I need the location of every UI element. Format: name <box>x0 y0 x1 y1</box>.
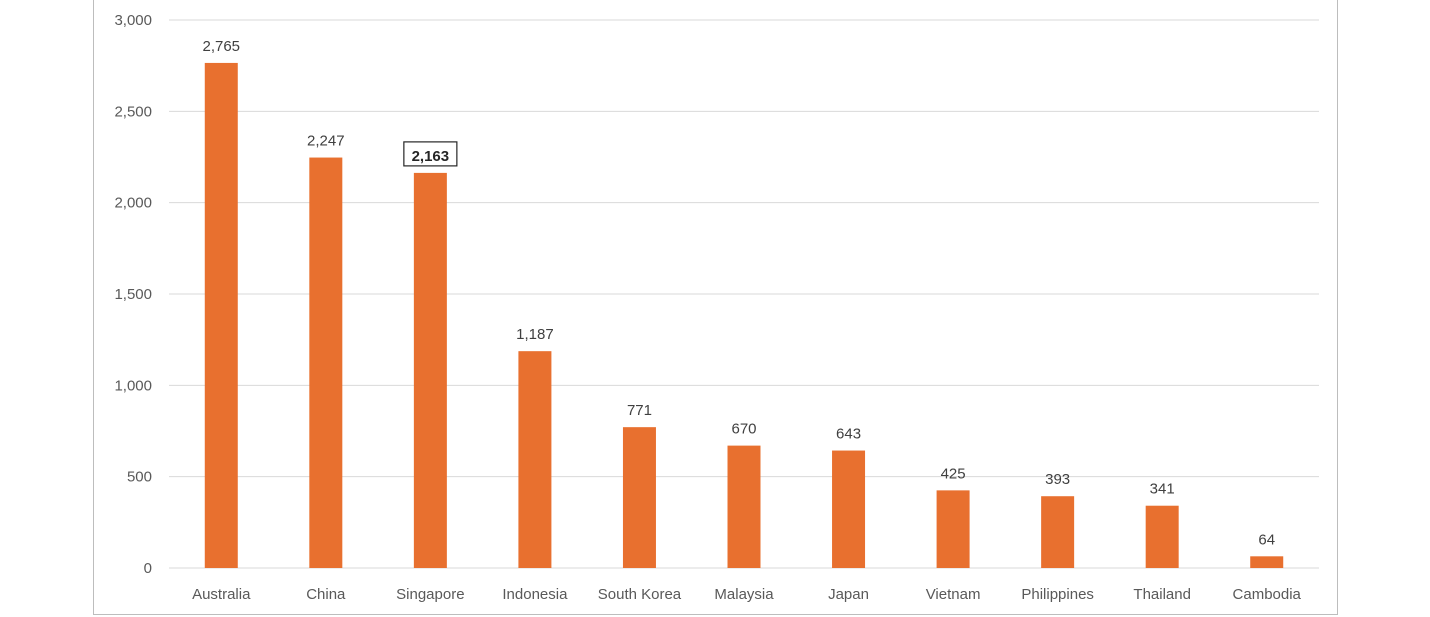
bar <box>518 351 552 568</box>
data-label: 341 <box>1150 481 1175 498</box>
bar-chart: 0 500 1,000 1,500 2,000 2,500 3,000 2,765 2,247… <box>114 12 1319 603</box>
bar <box>204 62 238 568</box>
data-label: 643 <box>836 426 861 443</box>
category-label: Cambodia <box>1233 586 1302 603</box>
category-label: China <box>306 586 346 603</box>
category-label: Japan <box>828 586 869 603</box>
data-label: 771 <box>627 402 652 419</box>
bar <box>936 490 970 568</box>
y-tick-label: 3,000 <box>114 12 152 29</box>
y-tick-label: 0 <box>144 560 152 577</box>
category-label: Indonesia <box>502 586 568 603</box>
bar <box>1145 505 1179 568</box>
bar <box>622 427 656 568</box>
y-tick-label: 2,500 <box>114 103 152 120</box>
bar <box>1041 496 1075 568</box>
category-label: Thailand <box>1133 586 1191 603</box>
data-label: 670 <box>731 421 756 438</box>
bar <box>413 172 447 568</box>
data-label: 393 <box>1045 471 1070 488</box>
y-tick-label: 1,000 <box>114 377 152 394</box>
category-label: South Korea <box>598 586 682 603</box>
category-label: Australia <box>192 586 251 603</box>
category-label: Vietnam <box>926 586 981 603</box>
bar <box>309 157 343 568</box>
data-label: 2,765 <box>202 38 240 55</box>
y-tick-label: 2,000 <box>114 195 152 212</box>
data-labels: 2,765 2,247 2,163 1,187 771 670 643 425 393 341 64 <box>202 38 1275 548</box>
data-label: 425 <box>941 465 966 482</box>
gridlines <box>169 19 1319 569</box>
x-axis-categories: Australia China Singapore Indonesia South Ko… <box>192 586 1301 603</box>
bars <box>204 62 1284 568</box>
category-label: Singapore <box>396 586 464 603</box>
category-label: Malaysia <box>714 586 774 603</box>
data-label: 64 <box>1258 531 1275 548</box>
data-label: 2,163 <box>412 148 450 165</box>
bar <box>832 450 866 568</box>
y-tick-label: 1,500 <box>114 286 152 303</box>
bar <box>1250 556 1284 568</box>
y-tick-label: 500 <box>127 469 152 486</box>
highlight-box <box>403 141 458 167</box>
category-label: Philippines <box>1021 586 1094 603</box>
data-label: 1,187 <box>516 326 554 343</box>
data-label: 2,247 <box>307 133 345 150</box>
y-axis-ticks: 0 500 1,000 1,500 2,000 2,500 3,000 <box>114 12 152 577</box>
bar <box>727 445 761 568</box>
chart-frame: 0 500 1,000 1,500 2,000 2,500 3,000 2,765 2,247… <box>93 0 1338 615</box>
